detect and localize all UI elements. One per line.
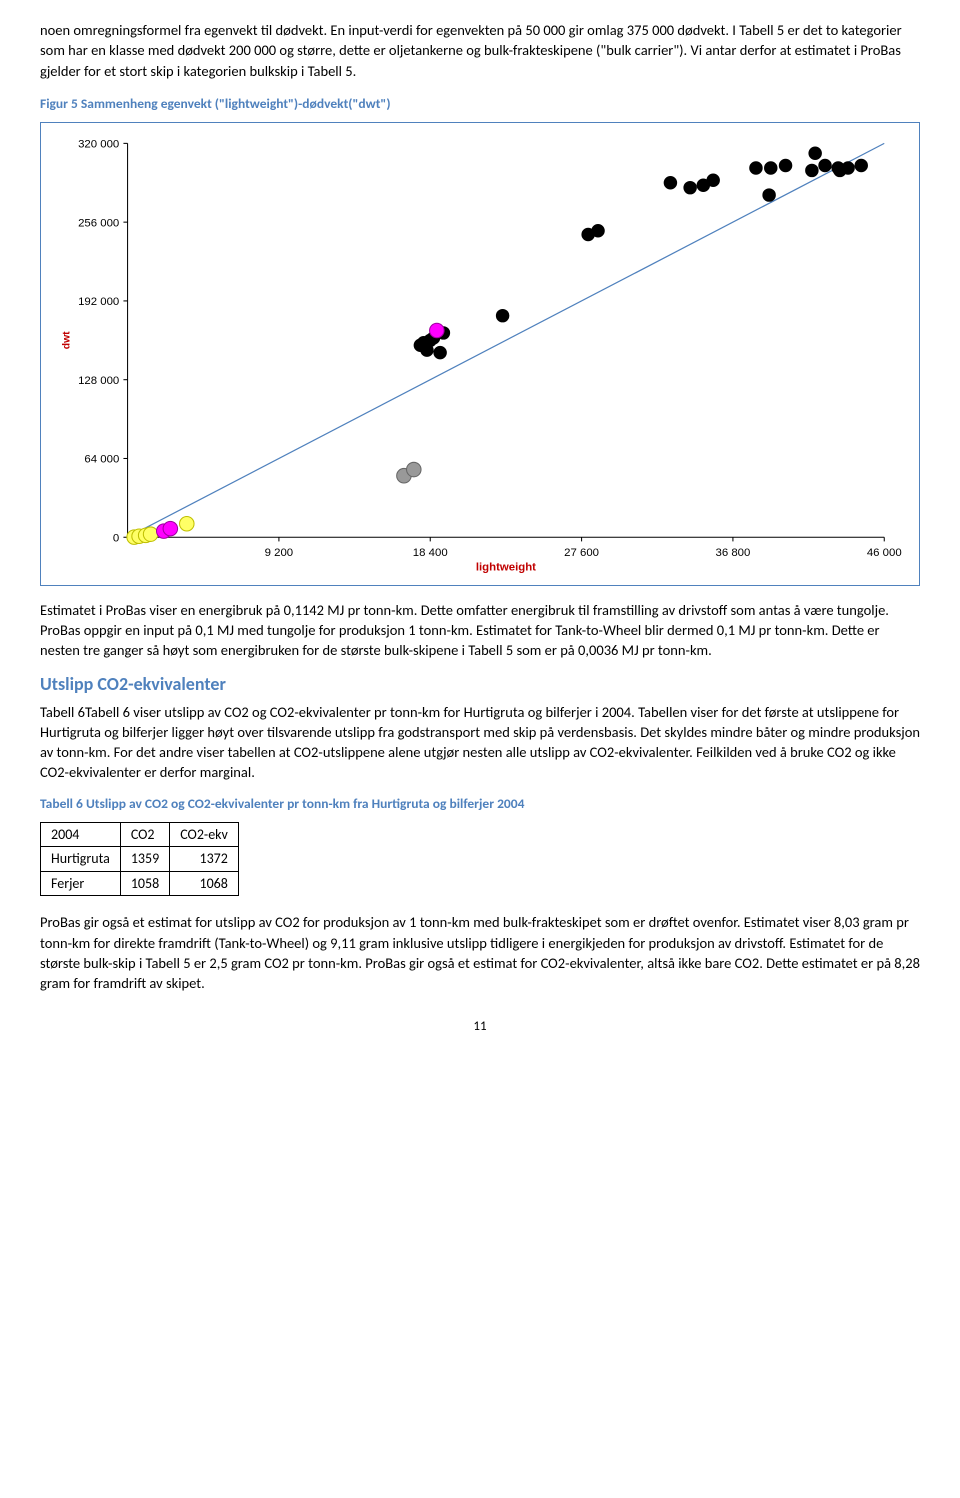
table-row: Ferjer10581068	[41, 871, 239, 896]
svg-text:18 400: 18 400	[413, 547, 448, 559]
table-row-label: Ferjer	[41, 871, 121, 896]
table-cell: 1058	[120, 871, 169, 896]
paragraph-closing: ProBas gir også et estimat for utslipp a…	[40, 912, 920, 993]
page-number: 11	[40, 1018, 920, 1036]
svg-text:9 200: 9 200	[265, 547, 294, 559]
paragraph-intro: noen omregningsformel fra egenvekt til d…	[40, 20, 920, 81]
svg-text:dwt: dwt	[62, 331, 73, 349]
table-col-header: CO2	[120, 822, 169, 847]
paragraph-section2: Tabell 6Tabell 6 viser utslipp av CO2 og…	[40, 702, 920, 783]
svg-text:64 000: 64 000	[84, 453, 119, 465]
svg-text:36 800: 36 800	[715, 547, 750, 559]
table6-caption: Tabell 6 Utslipp av CO2 og CO2-ekvivalen…	[40, 795, 920, 814]
scatter-chart: 0 64 000 128 000 192 000 256 000 320 000 dwt 9 …	[55, 133, 905, 579]
section-heading-co2: Utslipp CO2-ekvivalenter	[40, 672, 920, 697]
table-cell: 1359	[120, 847, 169, 872]
svg-text:46 000: 46 000	[867, 547, 902, 559]
svg-text:lightweight: lightweight	[476, 561, 536, 573]
svg-text:320 000: 320 000	[78, 138, 119, 150]
table-cell: 1372	[170, 847, 239, 872]
svg-text:128 000: 128 000	[78, 375, 119, 387]
table-row-label: Hurtigruta	[41, 847, 121, 872]
table-row: Hurtigruta13591372	[41, 847, 239, 872]
table6: 2004CO2CO2-ekvHurtigruta13591372Ferjer10…	[40, 822, 239, 897]
paragraph-after-chart: Estimatet i ProBas viser en energibruk p…	[40, 600, 920, 661]
svg-text:27 600: 27 600	[564, 547, 599, 559]
figure-caption: Figur 5 Sammenheng egenvekt ("lightweigh…	[40, 95, 920, 114]
svg-text:0: 0	[113, 532, 119, 544]
svg-text:192 000: 192 000	[78, 296, 119, 308]
table-col-header: CO2-ekv	[170, 822, 239, 847]
table-cell: 1068	[170, 871, 239, 896]
svg-text:256 000: 256 000	[78, 217, 119, 229]
table-corner: 2004	[41, 822, 121, 847]
chart-frame: 0 64 000 128 000 192 000 256 000 320 000 dwt 9 …	[40, 122, 920, 586]
